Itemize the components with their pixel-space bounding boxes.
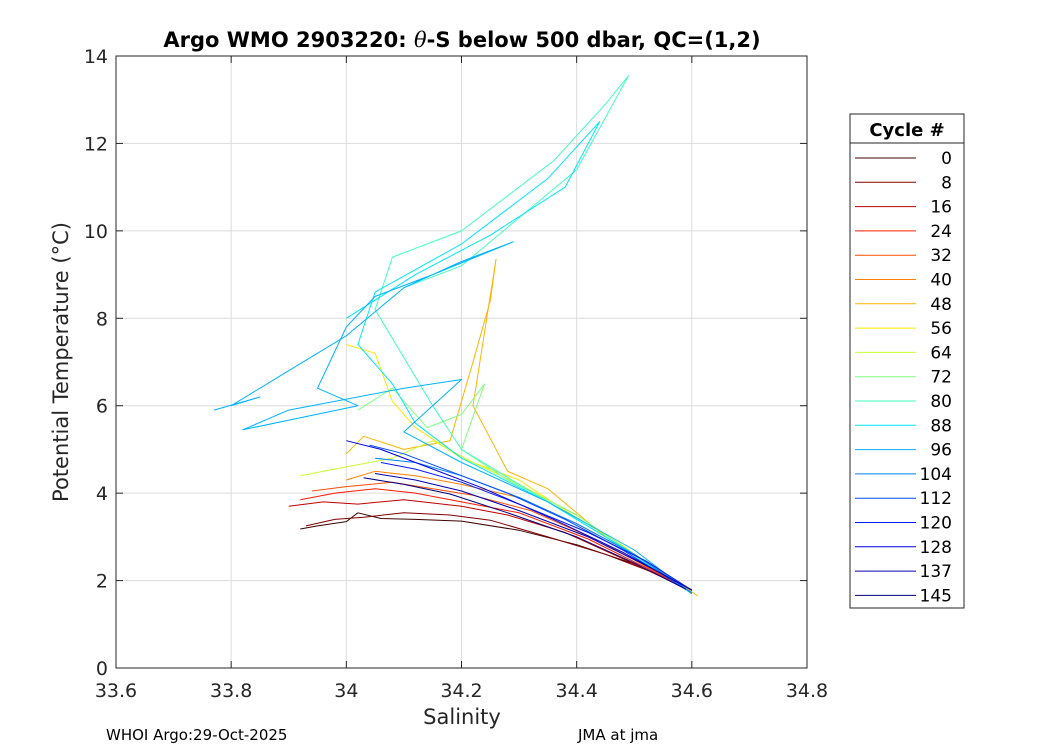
y-axis-label-main: Potential Temperature ( (49, 255, 73, 502)
legend-label-32: 32 (930, 246, 952, 266)
series-line-3 (300, 488, 693, 592)
y-tick-label: 14 (84, 46, 108, 68)
legend-label-120: 120 (920, 514, 952, 534)
series-line-16 (346, 440, 693, 591)
series-line-1 (305, 512, 693, 592)
legend-label-80: 80 (930, 392, 952, 412)
legend-label-0: 0 (941, 149, 952, 169)
y-tick-label: 2 (96, 571, 108, 593)
legend-label-145: 145 (920, 586, 952, 606)
legend-box (849, 113, 965, 609)
x-axis-label: Salinity (423, 705, 501, 729)
x-tick-label: 34.8 (786, 680, 828, 702)
legend-title: Cycle # (869, 120, 944, 141)
plot-area: 33.6 33.8 34 34.2 34.4 34.6 34.8 0 2 4 6 8 10 12 14 (84, 46, 828, 702)
legend-label-96: 96 (930, 441, 952, 461)
x-tick-label: 33.6 (95, 680, 137, 702)
y-axis-label-close: ) (49, 222, 73, 230)
axis-ticks: 33.6 33.8 34 34.2 34.4 34.6 34.8 0 2 4 6 8 10 12 14 (84, 46, 828, 702)
legend-label-48: 48 (930, 295, 952, 315)
y-axis-label: Potential Temperature (°C) (49, 222, 73, 502)
legend-label-72: 72 (930, 368, 952, 388)
footer-left: WHOI Argo:29-Oct-2025 (106, 726, 288, 744)
x-tick-label: 34.6 (671, 680, 713, 702)
y-tick-label: 6 (96, 396, 108, 418)
legend: Cycle # 0 8 16 24 32 40 48 56 64 72 80 88 96 104 112 12… (849, 113, 965, 609)
y-tick-label: 0 (96, 658, 108, 680)
series-line-11 (346, 121, 693, 595)
title-theta-symbol: θ (414, 28, 427, 52)
title-prefix: Argo WMO 2903220: (163, 28, 414, 52)
legend-entries: 0 8 16 24 32 40 48 56 64 72 80 88 96 104 112 120 128 137 1… (855, 149, 952, 606)
x-tick-label: 34.4 (556, 680, 598, 702)
series-line-18 (363, 477, 687, 590)
legend-label-56: 56 (930, 319, 952, 339)
legend-label-137: 137 (920, 562, 952, 582)
legend-label-8: 8 (941, 173, 952, 193)
y-tick-label: 8 (96, 308, 108, 330)
series-line-12 (213, 241, 693, 595)
y-tick-label: 12 (84, 133, 108, 155)
legend-label-128: 128 (920, 538, 952, 558)
series-line-9 (357, 383, 693, 595)
y-axis-label-unit: °C (49, 230, 73, 255)
x-tick-label: 34.2 (440, 680, 482, 702)
y-tick-label: 4 (96, 483, 108, 505)
legend-label-16: 16 (930, 198, 952, 218)
series-layer (213, 75, 698, 597)
footer-right: JMA at jma (578, 726, 659, 744)
chart-title: Argo WMO 2903220: θ-S below 500 dbar, QC… (163, 28, 760, 52)
legend-label-40: 40 (930, 271, 952, 291)
legend-label-88: 88 (930, 416, 952, 436)
legend-label-104: 104 (920, 465, 952, 485)
y-tick-label: 10 (84, 221, 108, 243)
series-line-17 (375, 473, 693, 591)
x-tick-label: 34 (334, 680, 358, 702)
x-tick-label: 33.8 (210, 680, 252, 702)
series-line-10 (374, 75, 693, 594)
legend-label-64: 64 (930, 343, 952, 363)
legend-label-24: 24 (930, 222, 952, 242)
legend-label-112: 112 (920, 489, 952, 509)
series-line-2 (288, 499, 693, 592)
title-suffix: -S below 500 dbar, QC=(1,2) (427, 28, 761, 52)
